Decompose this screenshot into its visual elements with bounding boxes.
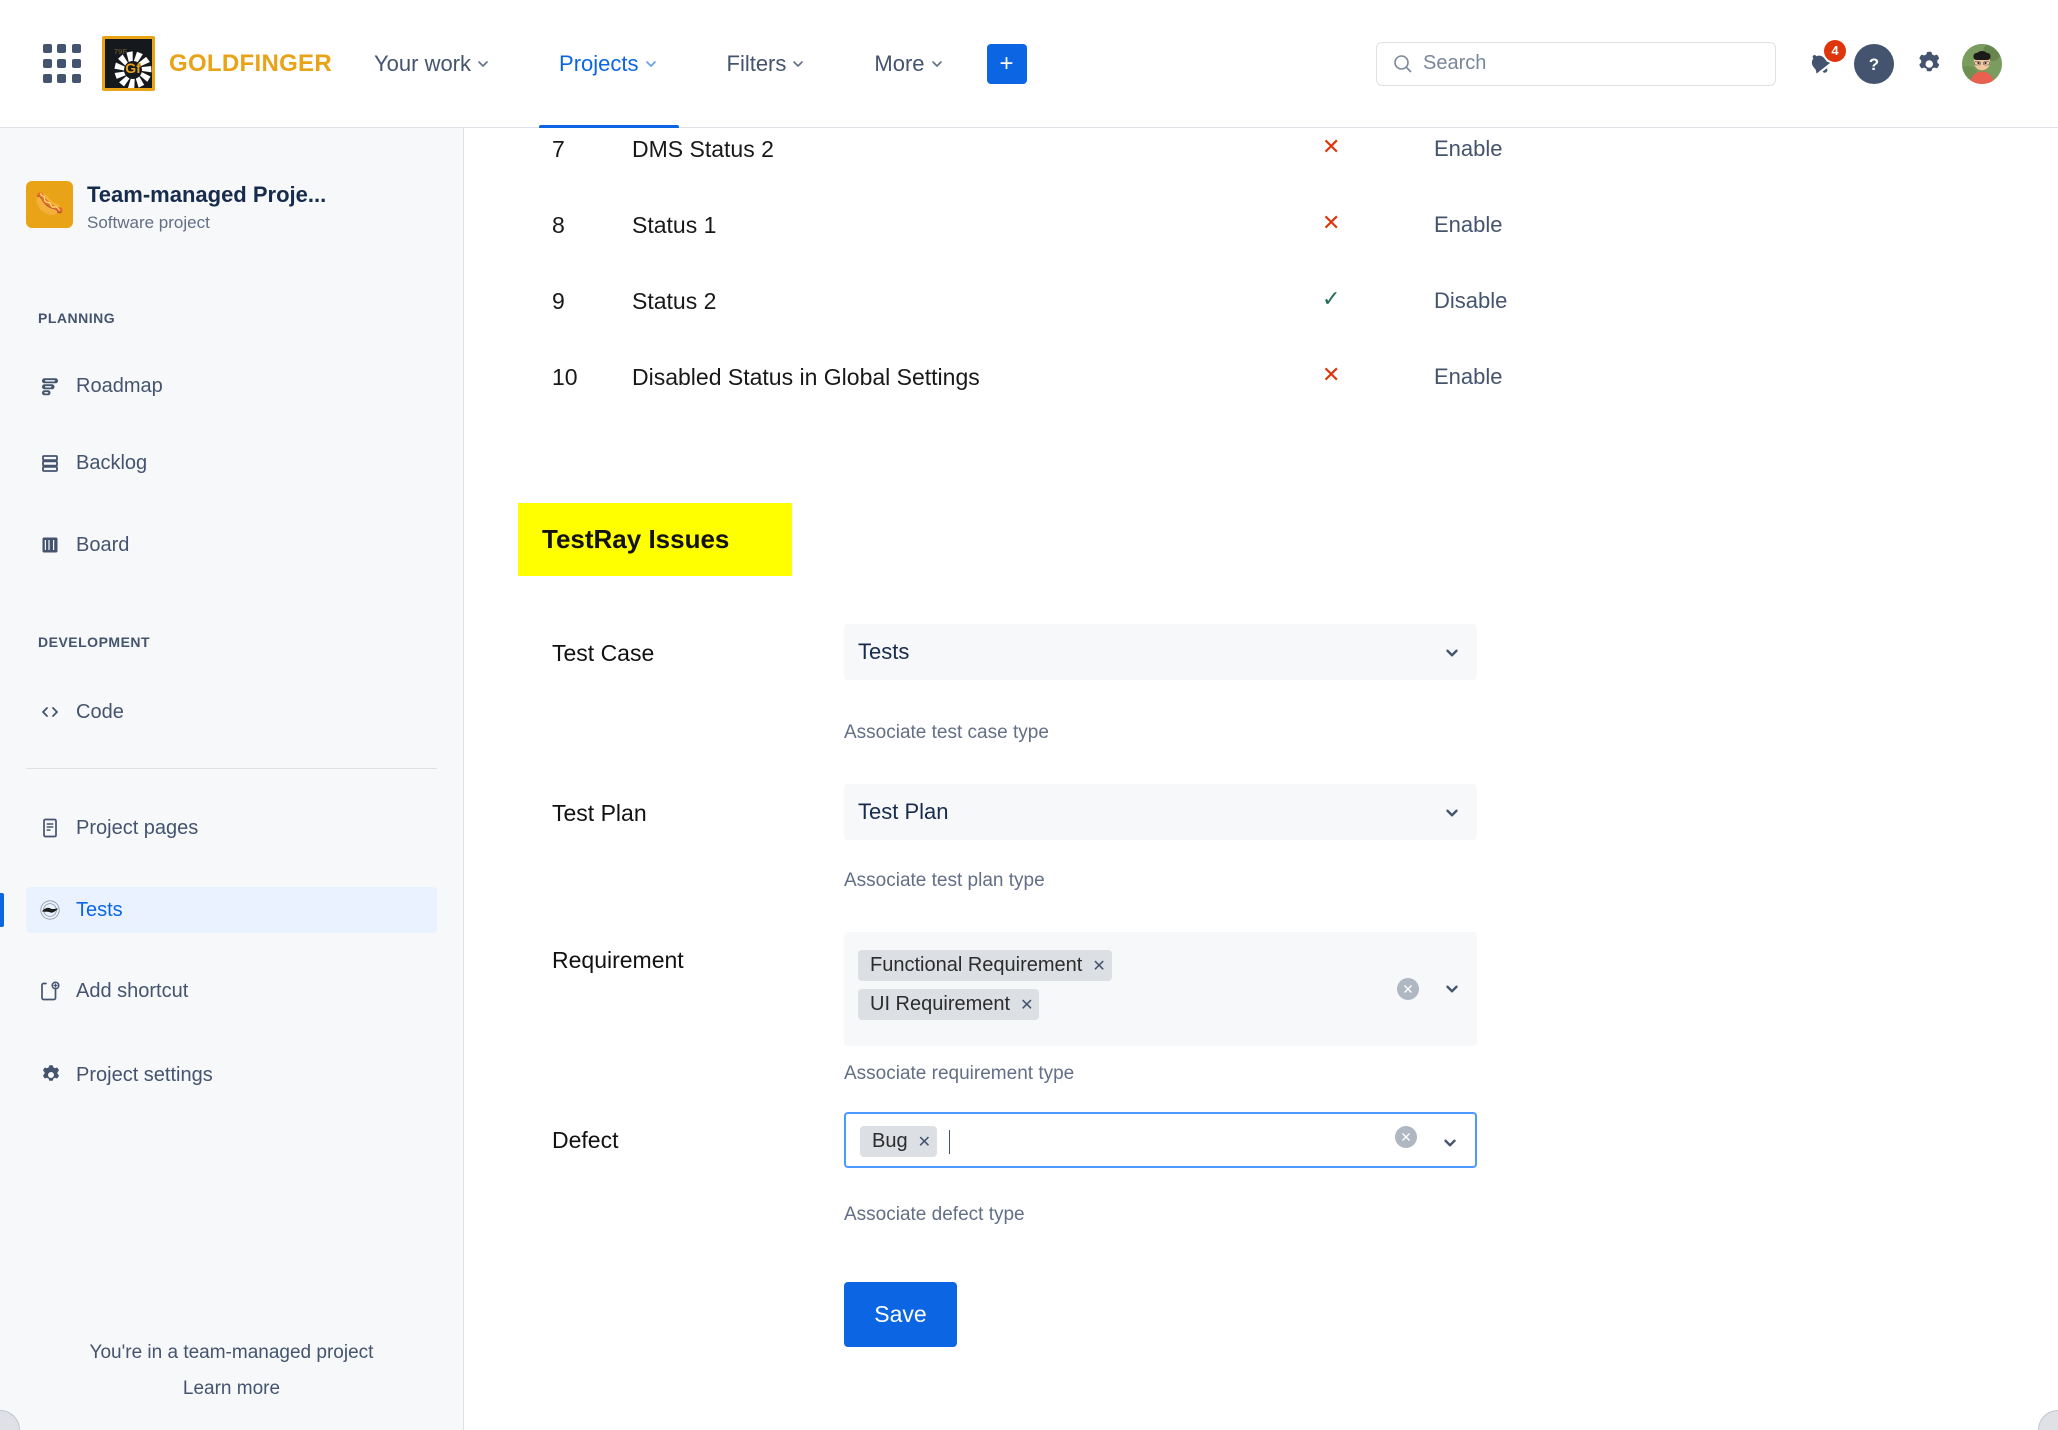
svg-text:?: ? [1869, 55, 1879, 74]
svg-text:Gf: Gf [125, 60, 141, 76]
svg-text:79F: 79F [114, 47, 127, 56]
